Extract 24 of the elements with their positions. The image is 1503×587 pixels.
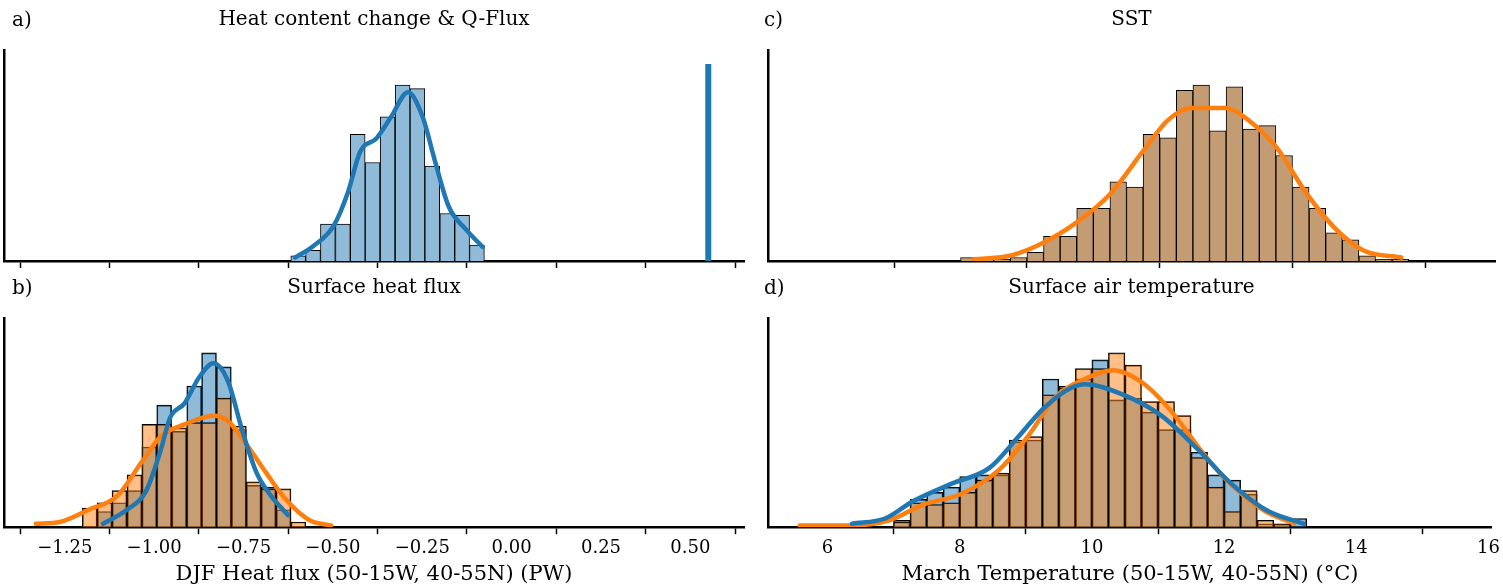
x-tick-label: 0.00 (491, 535, 532, 557)
x-axis-title: March Temperature (50-15W, 40-55N) (°C) (901, 560, 1359, 585)
x-tick-label: −0.25 (394, 535, 450, 557)
x-tick-label: 8 (953, 535, 966, 557)
x-tick-label: 10 (1080, 535, 1104, 557)
x-tick-label: 0.25 (580, 535, 622, 557)
text: d) (764, 275, 785, 300)
chart-title: Surface air temperature (1008, 274, 1255, 299)
x-tick-label: 12 (1212, 535, 1236, 557)
x-tick-label: 14 (1344, 535, 1368, 557)
x-tick-label: 6 (821, 535, 834, 557)
text: a) (12, 7, 32, 32)
chart-title: SST (1111, 6, 1153, 31)
x-tick-label: −1.25 (37, 535, 93, 557)
text: c) (764, 7, 784, 32)
x-tick-label: −0.75 (215, 535, 272, 557)
x-tick-label: 16 (1477, 535, 1500, 557)
x-tick-label: −0.50 (305, 535, 361, 557)
x-axis-title: DJF Heat flux (50-15W, 40-55N) (PW) (175, 560, 573, 585)
chart-title: Surface heat flux (287, 274, 462, 299)
x-tick-label: 0.50 (670, 535, 711, 557)
chart-title: Heat content change & Q-Flux (218, 6, 531, 31)
text: b) (12, 275, 33, 300)
x-tick-label: −1.00 (126, 535, 182, 557)
